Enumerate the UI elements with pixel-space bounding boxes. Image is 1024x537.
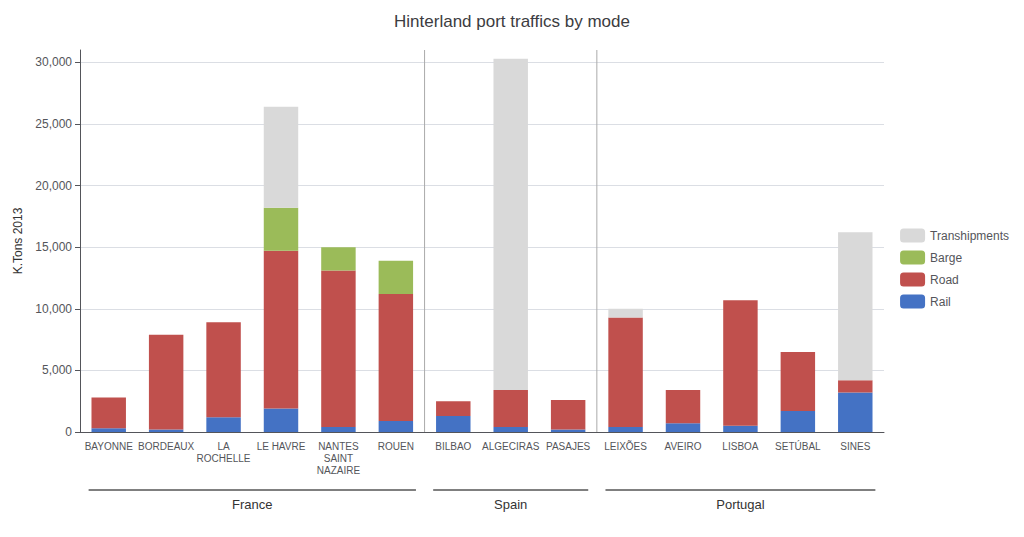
svg-text:BILBAO: BILBAO: [435, 441, 471, 452]
svg-text:NANTES: NANTES: [318, 441, 359, 452]
svg-text:LEIXÕES: LEIXÕES: [604, 440, 647, 452]
svg-text:LISBOA: LISBOA: [722, 441, 758, 452]
svg-text:Rail: Rail: [930, 295, 951, 309]
svg-text:AVEIRO: AVEIRO: [664, 441, 701, 452]
svg-text:PASAJES: PASAJES: [546, 441, 591, 452]
svg-text:ROUEN: ROUEN: [378, 441, 414, 452]
svg-text:SETÚBAL: SETÚBAL: [775, 440, 821, 452]
svg-text:ALGECIRAS: ALGECIRAS: [482, 441, 540, 452]
svg-text:5,000: 5,000: [42, 363, 72, 377]
svg-text:Hinterland port traffics by mo: Hinterland port traffics by mode: [394, 12, 630, 31]
svg-text:K.Tons 2013: K.Tons 2013: [11, 207, 25, 274]
svg-text:Road: Road: [930, 273, 959, 287]
svg-text:25,000: 25,000: [35, 117, 72, 131]
svg-text:Barge: Barge: [930, 251, 962, 265]
svg-text:20,000: 20,000: [35, 179, 72, 193]
svg-text:15,000: 15,000: [35, 240, 72, 254]
svg-text:ROCHELLE: ROCHELLE: [197, 453, 251, 464]
svg-text:SINES: SINES: [840, 441, 870, 452]
svg-text:LE HAVRE: LE HAVRE: [257, 441, 306, 452]
svg-text:Portugal: Portugal: [716, 497, 765, 512]
svg-text:Transhipments: Transhipments: [930, 229, 1009, 243]
svg-text:BORDEAUX: BORDEAUX: [138, 441, 194, 452]
svg-text:10,000: 10,000: [35, 302, 72, 316]
svg-text:NAZAIRE: NAZAIRE: [317, 465, 361, 476]
svg-text:BAYONNE: BAYONNE: [85, 441, 133, 452]
svg-text:SAINT: SAINT: [324, 453, 353, 464]
svg-text:Spain: Spain: [494, 497, 527, 512]
svg-text:0: 0: [65, 425, 72, 439]
svg-text:30,000: 30,000: [35, 55, 72, 69]
svg-text:France: France: [232, 497, 272, 512]
svg-text:LA: LA: [217, 441, 230, 452]
